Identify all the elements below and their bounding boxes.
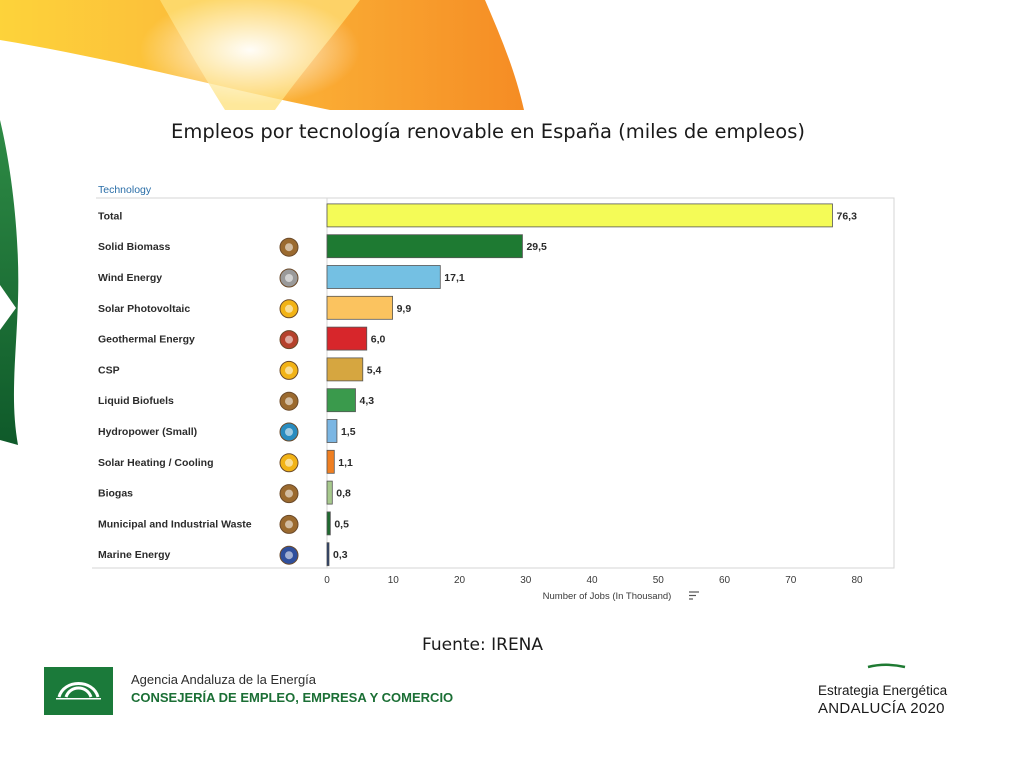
sun-glare (140, 0, 360, 105)
category-label-solid-biomass: Solid Biomass (98, 241, 171, 253)
source-note: Fuente: IRENA (422, 635, 544, 655)
bar-chart: Technology Total 76,3 Solid Biomass 29,5 Wind… (92, 184, 895, 602)
category-label-csp: CSP (98, 364, 120, 376)
bar-csp (326, 357, 364, 382)
category-label-hydropower-small: Hydropower (Small) (98, 426, 197, 438)
value-label-geothermal-energy: 6,0 (371, 334, 386, 346)
category-label-biogas: Biogas (98, 488, 133, 500)
category-label-liquid-biofuels: Liquid Biofuels (98, 395, 174, 407)
value-label-solar-heating-cooling: 1,1 (338, 457, 353, 469)
value-label-wind-energy: 17,1 (444, 272, 465, 284)
green-arc (867, 663, 906, 669)
value-label-total: 76,3 (836, 210, 857, 222)
value-label-csp: 5,4 (367, 364, 382, 376)
bar-wind-energy (326, 265, 441, 289)
category-label-wind-energy: Wind Energy (98, 272, 162, 284)
category-label-solar-heating-cooling: Solar Heating / Cooling (98, 457, 214, 469)
bar-total (326, 203, 833, 228)
category-label-geothermal-energy: Geothermal Energy (98, 334, 195, 346)
bar-marine-energy (326, 542, 330, 567)
x-tick-10: 10 (388, 575, 400, 586)
x-tick-50: 50 (653, 575, 665, 586)
green-leaf-notch (0, 285, 16, 330)
wind-icon (279, 268, 299, 288)
value-label-biogas: 0,8 (336, 488, 351, 500)
solar-icon (279, 299, 299, 319)
junta-andalucia-logo (44, 667, 113, 715)
bar-liquid-biofuels (326, 388, 356, 413)
waste-icon (279, 514, 299, 534)
x-tick-30: 30 (520, 575, 532, 586)
value-label-liquid-biofuels: 4,3 (359, 395, 374, 407)
bar-municipal-and-industrial-waste (326, 511, 331, 536)
geothermal-icon (279, 330, 299, 350)
value-label-municipal-and-industrial-waste: 0,5 (334, 518, 349, 530)
water-drop-icon (279, 422, 299, 442)
agency-name: Agencia Andaluza de la Energía (131, 672, 317, 687)
green-leaf (0, 120, 19, 445)
biogas-icon (279, 484, 299, 504)
solar-icon (279, 453, 299, 473)
value-label-solid-biomass: 29,5 (526, 241, 547, 253)
category-header: Technology (98, 184, 152, 196)
strategy-region: ANDALUCÍA 2020 (818, 700, 945, 717)
category-label-marine-energy: Marine Energy (98, 549, 171, 561)
department-name: CONSEJERÍA DE EMPLEO, EMPRESA Y COMERCIO (131, 690, 454, 705)
value-label-marine-energy: 0,3 (333, 549, 348, 561)
sort-icon[interactable] (689, 591, 699, 600)
bar-solar-heating-cooling (326, 449, 335, 474)
value-label-hydropower-small: 1,5 (341, 426, 356, 438)
slide-title: Empleos por tecnología renovable en Espa… (171, 120, 805, 143)
strategy-label: Estrategia Energética (818, 683, 948, 698)
x-tick-0: 0 (324, 575, 330, 586)
bar-biogas (326, 480, 333, 505)
x-tick-70: 70 (785, 575, 797, 586)
bar-solid-biomass (326, 234, 523, 259)
x-axis-title: Number of Jobs (In Thousand) (543, 591, 672, 602)
marine-icon (279, 545, 299, 565)
biomass-icon (279, 237, 299, 257)
value-label-solar-photovoltaic: 9,9 (397, 303, 412, 315)
x-tick-80: 80 (851, 575, 863, 586)
category-label-total: Total (98, 210, 122, 222)
bar-hydropower-small (326, 419, 338, 443)
biofuel-icon (279, 391, 299, 411)
x-tick-60: 60 (719, 575, 731, 586)
category-label-municipal-and-industrial-waste: Municipal and Industrial Waste (98, 518, 252, 530)
x-tick-20: 20 (454, 575, 466, 586)
solar-icon (279, 360, 299, 380)
x-tick-40: 40 (586, 575, 598, 586)
bar-solar-photovoltaic (326, 295, 393, 320)
bar-geothermal-energy (326, 326, 368, 351)
category-label-solar-photovoltaic: Solar Photovoltaic (98, 303, 190, 315)
